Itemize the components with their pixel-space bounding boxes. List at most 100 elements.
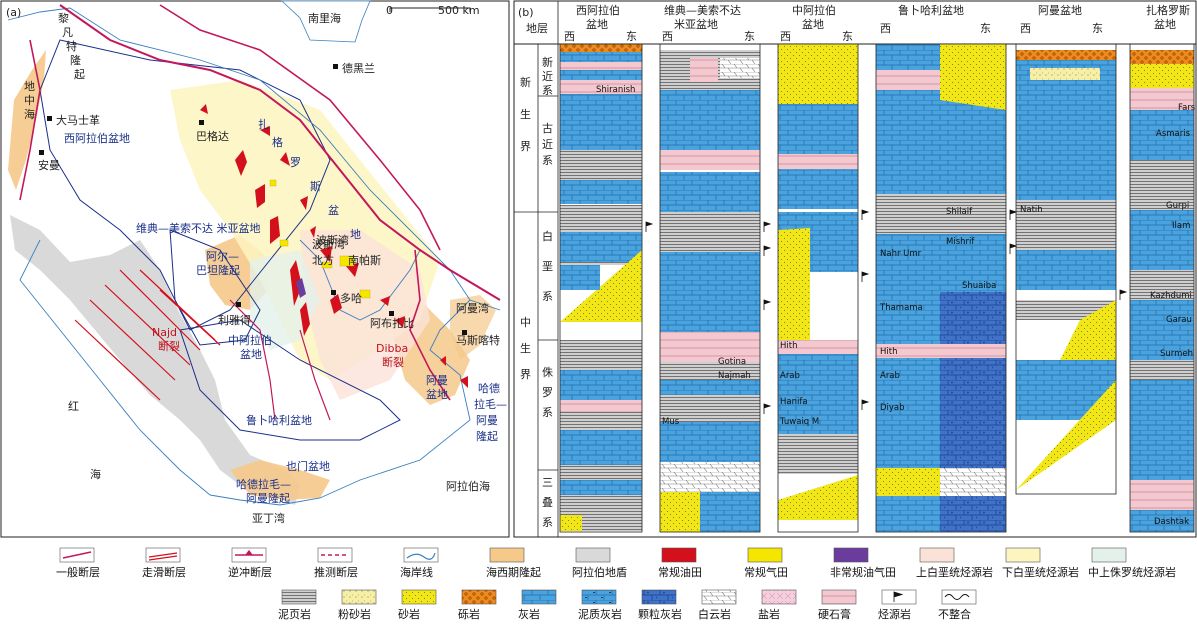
col1-west: 西	[564, 30, 575, 43]
col4-title: 鲁卜哈利盆地	[898, 3, 964, 17]
fm-diyab: Diyab	[880, 403, 905, 413]
hadramout-east-label-4: 隆起	[476, 429, 498, 443]
conglomerate-icon	[461, 589, 497, 605]
swatch-icon	[1005, 547, 1041, 563]
column-widyan: 维典—美索不达 米亚盆地 西 东 Gotina Najmah Mus	[660, 3, 760, 532]
svg-text:近: 近	[542, 138, 553, 151]
red-sea-label: 红海	[68, 400, 101, 481]
interior-fault-1	[229, 299, 276, 421]
anhydrite-icon	[821, 589, 857, 605]
svg-text:斯: 斯	[310, 180, 321, 193]
svg-text:红: 红	[68, 400, 79, 413]
svg-text:罗: 罗	[542, 386, 553, 399]
col4-east: 东	[980, 22, 991, 35]
scale-end: 500 km	[438, 4, 480, 17]
arabian-shield	[10, 215, 300, 505]
col2-title-1: 维典—美索不达	[664, 3, 741, 17]
hadramout-high-label-2: 阿曼隆起	[246, 491, 290, 505]
column-rub-al-khali: 鲁卜哈利盆地 西 东 Shilaif Mishrif Nahr Umr Shua…	[876, 3, 1006, 532]
central-arabian-basin-label-2: 盆地	[240, 347, 262, 361]
col1-title-1: 西阿拉伯	[576, 3, 620, 17]
legend-label: 颗粒灰岩	[638, 607, 682, 621]
legend-label: 不整合	[938, 607, 971, 621]
col5-west: 西	[1020, 22, 1031, 35]
city-marker	[331, 290, 336, 295]
svg-text:断裂: 断裂	[158, 339, 180, 353]
svg-text:罗: 罗	[290, 156, 301, 169]
hadramout-east-label-2: 拉毛—	[474, 397, 507, 411]
col3-east: 东	[842, 30, 853, 43]
dead-sea-fault	[19, 39, 41, 201]
hadramout-high-label: 哈德拉毛—	[236, 477, 291, 491]
yemen-basin-label: 也门盆地	[286, 459, 330, 473]
interior-fault-2	[299, 329, 331, 421]
legend-label: 阿拉伯地盾	[572, 565, 627, 579]
kuwait-label: 波斯湾	[316, 233, 349, 247]
legend-label: 砾岩	[458, 607, 480, 621]
hadramout-high	[230, 460, 330, 500]
source-rock-flags	[645, 209, 1128, 414]
fm-arab-central: Arab	[780, 371, 800, 381]
svg-text:生: 生	[520, 107, 531, 121]
oil-fields	[200, 104, 468, 388]
panel-b-strat: (b) 地层 新生界 中生界 新近系 古近系 白垩系 侏罗系 三叠系	[513, 0, 1197, 538]
oman-basin-label-2: 盆地	[426, 387, 448, 401]
unconformity-icon	[941, 589, 977, 605]
upper-cretaceous-source	[300, 230, 430, 400]
col2-west: 西	[662, 30, 673, 43]
city-tehran: 德黑兰	[342, 61, 375, 75]
city-amman: 安曼	[38, 158, 60, 172]
fm-hanifa: Hanifa	[780, 397, 808, 407]
scale-zero: 0	[386, 4, 393, 17]
caspian-coast	[280, 0, 371, 43]
marly-limestone-icon	[581, 589, 617, 605]
legend-label: 硬石膏	[818, 607, 851, 621]
fm-najmah: Najmah	[718, 371, 751, 381]
svg-text:盆: 盆	[328, 203, 339, 217]
system-cretaceous: 白垩系	[542, 229, 553, 303]
fm-dashtak: Dashtak	[1154, 517, 1189, 527]
levant-high	[8, 50, 46, 190]
svg-text:凡: 凡	[62, 26, 73, 39]
svg-text:特: 特	[66, 39, 77, 53]
fm-shuaiba: Shuaiba	[962, 281, 996, 291]
svg-text:生: 生	[520, 341, 531, 355]
col1-east: 东	[626, 30, 637, 43]
city-marker	[333, 64, 338, 69]
col4-west: 西	[880, 22, 891, 35]
fm-natih: Natih	[1020, 205, 1043, 215]
salt-icon	[761, 589, 797, 605]
svg-text:系: 系	[542, 84, 553, 97]
legend-label: 常规气田	[744, 565, 788, 579]
svg-text:断裂: 断裂	[382, 355, 404, 369]
legend-label: 走滑断层	[142, 565, 186, 579]
panel-b-label: (b)	[518, 6, 534, 19]
city-marker	[236, 302, 241, 307]
hadramout-east-label-3: 阿曼	[476, 414, 498, 427]
swatch-icon	[489, 547, 525, 563]
fm-gurpi: Gurpi	[1166, 201, 1189, 211]
col3-west: 西	[780, 30, 791, 43]
column-west-arabian: 西阿拉伯 盆地 西 东 Shiranish	[560, 3, 642, 531]
svg-text:黎: 黎	[58, 11, 69, 25]
thrust-icon	[231, 547, 267, 563]
svg-text:界: 界	[520, 368, 531, 381]
city-marker	[199, 120, 204, 125]
gulf-of-oman-label: 阿曼湾	[456, 301, 489, 315]
fm-ilam: Ilam	[1172, 221, 1190, 231]
fm-surmeh: Surmeh	[1160, 349, 1193, 359]
city-doha: 多哈	[340, 291, 362, 305]
svg-text:中: 中	[520, 316, 531, 329]
widyan-basin-label: 维典—美索不达 米亚盆地	[136, 221, 261, 235]
fm-hith-rub: Hith	[880, 347, 897, 357]
swatch-icon	[575, 547, 611, 563]
gas-fields	[269, 179, 371, 299]
era-cenozoic: 新生界	[520, 75, 531, 153]
legend-label: 烃源岩	[878, 607, 911, 621]
fault-line-icon	[59, 547, 95, 563]
city-damascus: 大马士革	[56, 113, 100, 127]
source-rock-flag-icon	[881, 589, 917, 605]
